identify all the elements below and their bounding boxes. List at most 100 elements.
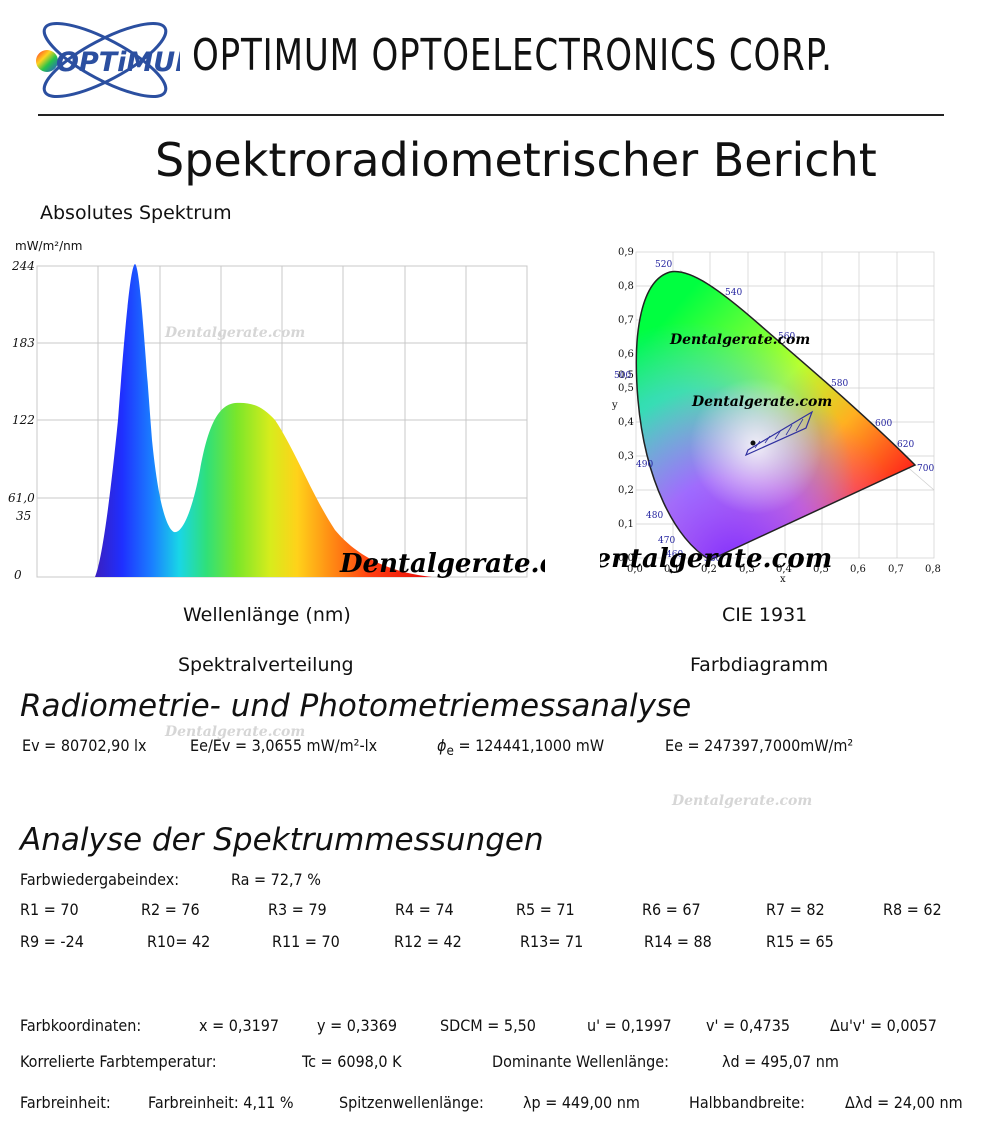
y-tick: 0 bbox=[14, 568, 22, 582]
header-divider bbox=[38, 114, 944, 116]
company-logo: OPTiMUM bbox=[30, 14, 202, 106]
cri-label: Farbwiedergabeindex: bbox=[20, 870, 180, 889]
r-value: R1 = 70 bbox=[20, 900, 79, 919]
planckian-locus bbox=[744, 410, 814, 457]
r-value: R2 = 76 bbox=[141, 900, 200, 919]
page-title: Spektroradiometrischer Bericht bbox=[155, 133, 877, 187]
wavelength-label: 560 bbox=[778, 332, 795, 342]
v-coord: v' = 0,4735 bbox=[706, 1016, 791, 1035]
wavelength-label: 500 bbox=[614, 371, 631, 381]
dl-value: Δλd = 24,00 nm bbox=[845, 1093, 963, 1112]
cie-y-tick: 0,4 bbox=[618, 417, 634, 428]
r-value: R6 = 67 bbox=[642, 900, 701, 919]
wavelength-label: 540 bbox=[725, 288, 742, 298]
spectrum-curve bbox=[95, 264, 432, 577]
cie-x-tick: 0,6 bbox=[850, 564, 866, 575]
cie-x-tick: 0,2 bbox=[701, 564, 717, 575]
phi-number: = 124441,1000 mW bbox=[453, 736, 605, 755]
u-coord: u' = 0,1997 bbox=[587, 1016, 672, 1035]
ee-ev-value: Ee/Ev = 3,0655 mW/m²-lx bbox=[190, 736, 378, 755]
r-value: R5 = 71 bbox=[516, 900, 575, 919]
ev-value: Ev = 80702,90 lx bbox=[22, 736, 147, 755]
hbw-label: Halbbandbreite: bbox=[689, 1093, 805, 1112]
watermark: Dentalgerate.com bbox=[165, 724, 306, 740]
duv-value: Δu'v' = 0,0057 bbox=[830, 1016, 937, 1035]
watermark: Dentalgerate.com bbox=[672, 793, 813, 809]
r-value: R3 = 79 bbox=[268, 900, 327, 919]
spectrum-caption: Spektralverteilung bbox=[178, 654, 354, 676]
r-value: R12 = 42 bbox=[394, 932, 462, 951]
cie-y-tick: 0,2 bbox=[618, 485, 634, 496]
company-name: OPTIMUM OPTOELECTRONICS CORP. bbox=[192, 30, 833, 81]
cie-x-tick: 0,8 bbox=[925, 564, 941, 575]
radiometry-heading: Radiometrie- und Photometriemessanalyse bbox=[20, 688, 692, 724]
analysis-heading: Analyse der Spektrummessungen bbox=[20, 822, 544, 858]
r-value: R4 = 74 bbox=[395, 900, 454, 919]
wavelength-label: 460 bbox=[666, 550, 683, 560]
ld-value: λd = 495,07 nm bbox=[722, 1052, 839, 1071]
watermark: Dentalgerate.com bbox=[339, 549, 545, 579]
r-value: R8 = 62 bbox=[883, 900, 942, 919]
wavelength-label: 380 bbox=[704, 554, 721, 564]
r-value: R7 = 82 bbox=[766, 900, 825, 919]
cie-label: CIE 1931 bbox=[722, 604, 808, 626]
cie-x-tick: 0,7 bbox=[888, 564, 904, 575]
cie-x-tick: 0,0 bbox=[627, 564, 643, 575]
r-value: R10= 42 bbox=[147, 932, 211, 951]
spectrum-unit: mW/m²/nm bbox=[15, 239, 82, 253]
r-value: R9 = -24 bbox=[20, 932, 84, 951]
cie-caption: Farbdiagramm bbox=[690, 654, 829, 676]
cie-y-tick: 0,9 bbox=[618, 247, 634, 258]
cie-y-tick: 0,0 bbox=[618, 553, 634, 564]
cie-x-axis: x bbox=[780, 574, 786, 585]
cie-y-tick: 0,3 bbox=[618, 451, 634, 462]
cct-label: Korrelierte Farbtemperatur: bbox=[20, 1052, 217, 1071]
r-value: R14 = 88 bbox=[644, 932, 712, 951]
y-tick: 122 bbox=[12, 413, 35, 427]
y-tick: 61,0 bbox=[8, 491, 35, 505]
spectrum-heading: Absolutes Spektrum bbox=[40, 202, 232, 224]
cie-y-tick: 0,5 bbox=[618, 370, 634, 381]
dominant-label: Dominante Wellenlänge: bbox=[492, 1052, 669, 1071]
y-tick: 244 bbox=[11, 259, 35, 273]
r-value: R11 = 70 bbox=[272, 932, 340, 951]
cie-y-tick: 0,7 bbox=[618, 315, 634, 326]
cie-chart: 0,9 0,8 0,7 0,6 0,5 0,5 0,4 0,3 0,2 0,1 … bbox=[571, 240, 950, 590]
y-tick: 35 bbox=[16, 509, 31, 523]
sdcm-value: SDCM = 5,50 bbox=[440, 1016, 536, 1035]
y-coord: y = 0,3369 bbox=[317, 1016, 398, 1035]
cie-x-tick: 0,4 bbox=[776, 564, 792, 575]
wavelength-label: 490 bbox=[636, 460, 653, 470]
cie-y-tick: 0,5 bbox=[618, 383, 634, 394]
ra-value: Ra = 72,7 % bbox=[231, 870, 321, 889]
measured-point bbox=[750, 440, 756, 446]
cie-x-tick: 0,3 bbox=[739, 564, 755, 575]
y-tick: 183 bbox=[12, 336, 35, 350]
wavelength-label: 600 bbox=[875, 419, 892, 429]
cie-y-axis: y bbox=[611, 400, 618, 411]
phi-value: ϕe = 124441,1000 mW bbox=[437, 736, 604, 759]
purity-label: Farbreinheit: bbox=[20, 1093, 111, 1112]
r-value: R13= 71 bbox=[520, 932, 584, 951]
cie-x-tick: 0,1 bbox=[664, 564, 680, 575]
wavelength-label: 700 bbox=[917, 464, 934, 474]
r-value: R15 = 65 bbox=[766, 932, 834, 951]
phi-subscript: e bbox=[446, 744, 454, 760]
ee-value: Ee = 247397,7000mW/m² bbox=[665, 736, 854, 755]
lp-value: λp = 449,00 nm bbox=[523, 1093, 640, 1112]
tc-value: Tc = 6098,0 K bbox=[302, 1052, 402, 1071]
wavelength-label: 520 bbox=[655, 260, 672, 270]
cie-y-tick: 0,1 bbox=[618, 519, 634, 530]
purity-value: Farbreinheit: 4,11 % bbox=[148, 1093, 294, 1112]
wavelength-label: 470 bbox=[658, 536, 675, 546]
watermark: Dentalgerate.com bbox=[691, 394, 832, 410]
x-coord: x = 0,3197 bbox=[199, 1016, 280, 1035]
cie-x-tick: 0,5 bbox=[813, 564, 829, 575]
watermark: Dentalgerate.com bbox=[165, 325, 306, 341]
wavelength-label: 480 bbox=[646, 511, 663, 521]
watermark: Dentalgerate.com bbox=[600, 544, 832, 574]
cie-y-tick: 0,6 bbox=[618, 349, 634, 360]
spectrum-x-label: Wellenlänge (nm) bbox=[183, 604, 351, 626]
wavelength-label: 580 bbox=[831, 379, 848, 389]
wavelength-label: 620 bbox=[897, 440, 914, 450]
